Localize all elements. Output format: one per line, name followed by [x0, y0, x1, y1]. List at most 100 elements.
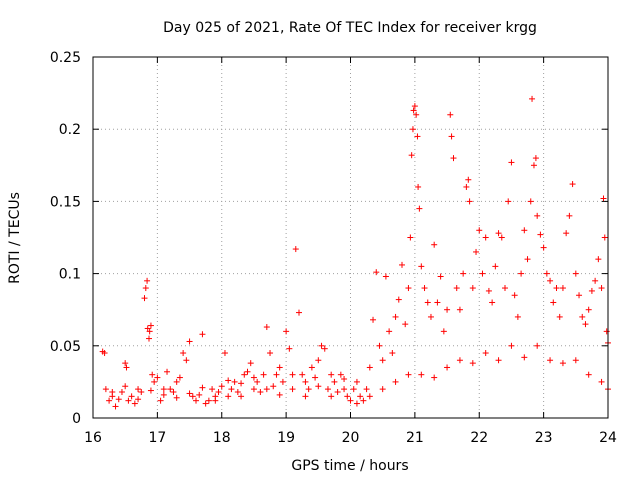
data-point	[392, 378, 399, 385]
data-point	[173, 378, 180, 385]
data-point	[257, 389, 264, 396]
data-point	[495, 230, 502, 237]
data-point	[410, 107, 417, 114]
data-point	[135, 396, 142, 403]
data-point	[405, 371, 412, 378]
data-point	[566, 212, 573, 219]
data-point	[225, 393, 232, 400]
data-point	[530, 162, 537, 169]
data-point	[389, 350, 396, 357]
data-point	[267, 350, 274, 357]
data-point	[212, 397, 219, 404]
data-point	[260, 371, 267, 378]
data-point	[524, 256, 531, 263]
data-point	[376, 342, 383, 349]
data-point	[453, 285, 460, 292]
data-point	[598, 378, 605, 385]
data-point	[106, 397, 113, 404]
data-point	[312, 374, 319, 381]
data-point	[485, 287, 492, 294]
data-point	[193, 397, 199, 404]
data-point	[328, 371, 335, 378]
data-point	[598, 285, 605, 292]
data-point	[109, 389, 116, 396]
data-point	[228, 386, 235, 393]
data-point	[302, 378, 309, 385]
data-point	[556, 313, 563, 320]
data-point	[170, 389, 177, 396]
data-point	[347, 397, 354, 404]
data-point	[344, 393, 351, 400]
data-point	[164, 368, 171, 375]
data-point	[582, 321, 589, 328]
data-point	[409, 126, 416, 133]
data-point	[135, 386, 142, 393]
data-point	[382, 273, 389, 280]
data-point	[418, 263, 425, 270]
data-point	[186, 390, 193, 397]
data-point	[366, 364, 373, 371]
data-point	[183, 357, 190, 364]
data-point	[444, 306, 451, 313]
y-tick-label: 0.1	[59, 267, 81, 283]
data-point	[534, 212, 541, 219]
data-point	[279, 378, 286, 385]
data-point	[399, 261, 405, 268]
data-point	[296, 309, 302, 316]
data-point	[321, 345, 328, 352]
data-point	[115, 396, 122, 403]
data-point	[550, 299, 557, 306]
data-point	[149, 371, 156, 378]
data-point	[482, 234, 489, 241]
data-point	[600, 195, 607, 202]
data-point	[270, 383, 277, 390]
data-point	[495, 357, 502, 364]
data-point	[147, 387, 154, 394]
data-point	[247, 360, 254, 367]
data-point	[463, 183, 470, 190]
data-point	[421, 285, 428, 292]
data-point	[601, 234, 608, 241]
data-point	[250, 374, 257, 381]
data-point	[286, 345, 293, 352]
data-point	[353, 400, 360, 407]
data-point	[276, 364, 283, 371]
data-point	[334, 389, 341, 396]
data-point	[407, 234, 414, 241]
data-point	[511, 292, 518, 299]
y-tick-label: 0.2	[59, 122, 81, 138]
data-point	[521, 227, 528, 234]
data-point	[408, 152, 415, 159]
data-point	[505, 198, 512, 205]
data-point	[199, 384, 206, 391]
x-axis-label: GPS time / hours	[291, 458, 408, 474]
data-point	[456, 306, 463, 313]
data-point	[448, 133, 455, 140]
data-point	[154, 374, 161, 381]
data-point	[482, 350, 489, 357]
data-point	[444, 364, 451, 371]
data-point	[112, 403, 119, 410]
data-point	[289, 386, 296, 393]
data-point	[241, 371, 248, 378]
data-point	[431, 241, 438, 248]
data-point	[547, 277, 554, 284]
data-point	[315, 357, 322, 364]
data-point	[379, 357, 386, 364]
data-point	[518, 270, 525, 277]
data-point	[218, 383, 225, 390]
data-point	[250, 386, 257, 393]
data-point	[357, 393, 364, 400]
data-point	[128, 393, 135, 400]
data-point	[292, 246, 299, 253]
data-point	[543, 270, 550, 277]
data-point	[370, 316, 377, 323]
data-point	[469, 360, 476, 367]
data-point	[476, 227, 483, 234]
data-point	[238, 393, 245, 400]
data-point	[318, 342, 325, 349]
data-point	[473, 248, 480, 255]
data-point	[527, 198, 534, 205]
y-tick-label: 0	[72, 411, 81, 427]
y-tick-label: 0.15	[50, 194, 81, 210]
